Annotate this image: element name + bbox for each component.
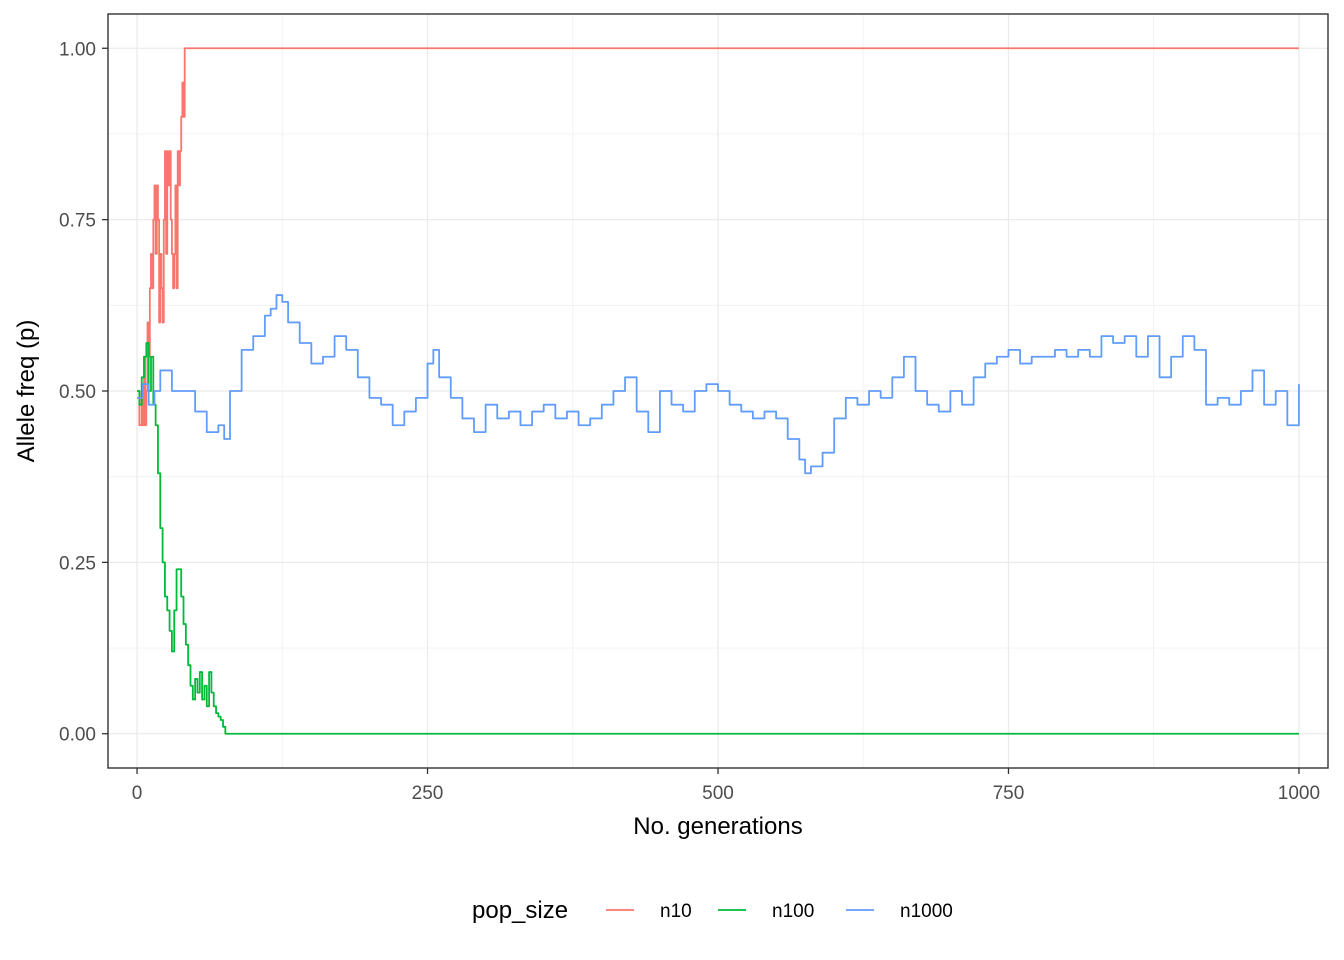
legend: pop_size n10 n100 n1000	[472, 897, 953, 924]
y-axis-title: Allele freq (p)	[13, 320, 40, 463]
x-tick-label: 500	[702, 783, 734, 804]
legend-label-n1000: n1000	[900, 901, 953, 922]
y-axis-ticks: 0.00 0.25 0.50 0.75 1.00	[59, 39, 108, 746]
legend-label-n10: n10	[660, 901, 692, 922]
series-line-n100	[137, 342, 1299, 735]
y-tick-label: 0.25	[59, 553, 96, 574]
x-tick-label: 250	[412, 783, 444, 804]
y-tick-label: 1.00	[59, 39, 96, 60]
series-layer	[137, 47, 1300, 735]
x-axis-ticks: 0 250 500 750 1000	[132, 768, 1320, 804]
x-tick-label: 1000	[1278, 783, 1320, 804]
y-tick-label: 0.50	[59, 382, 96, 403]
y-tick-label: 0.00	[59, 725, 96, 746]
legend-label-n100: n100	[772, 901, 814, 922]
x-axis-title: No. generations	[633, 813, 802, 840]
x-tick-label: 750	[993, 783, 1025, 804]
y-tick-label: 0.75	[59, 211, 96, 232]
x-tick-label: 0	[132, 783, 143, 804]
series-line-n10	[137, 47, 1299, 427]
series-line-n1000	[137, 294, 1300, 475]
legend-title: pop_size	[472, 897, 568, 924]
